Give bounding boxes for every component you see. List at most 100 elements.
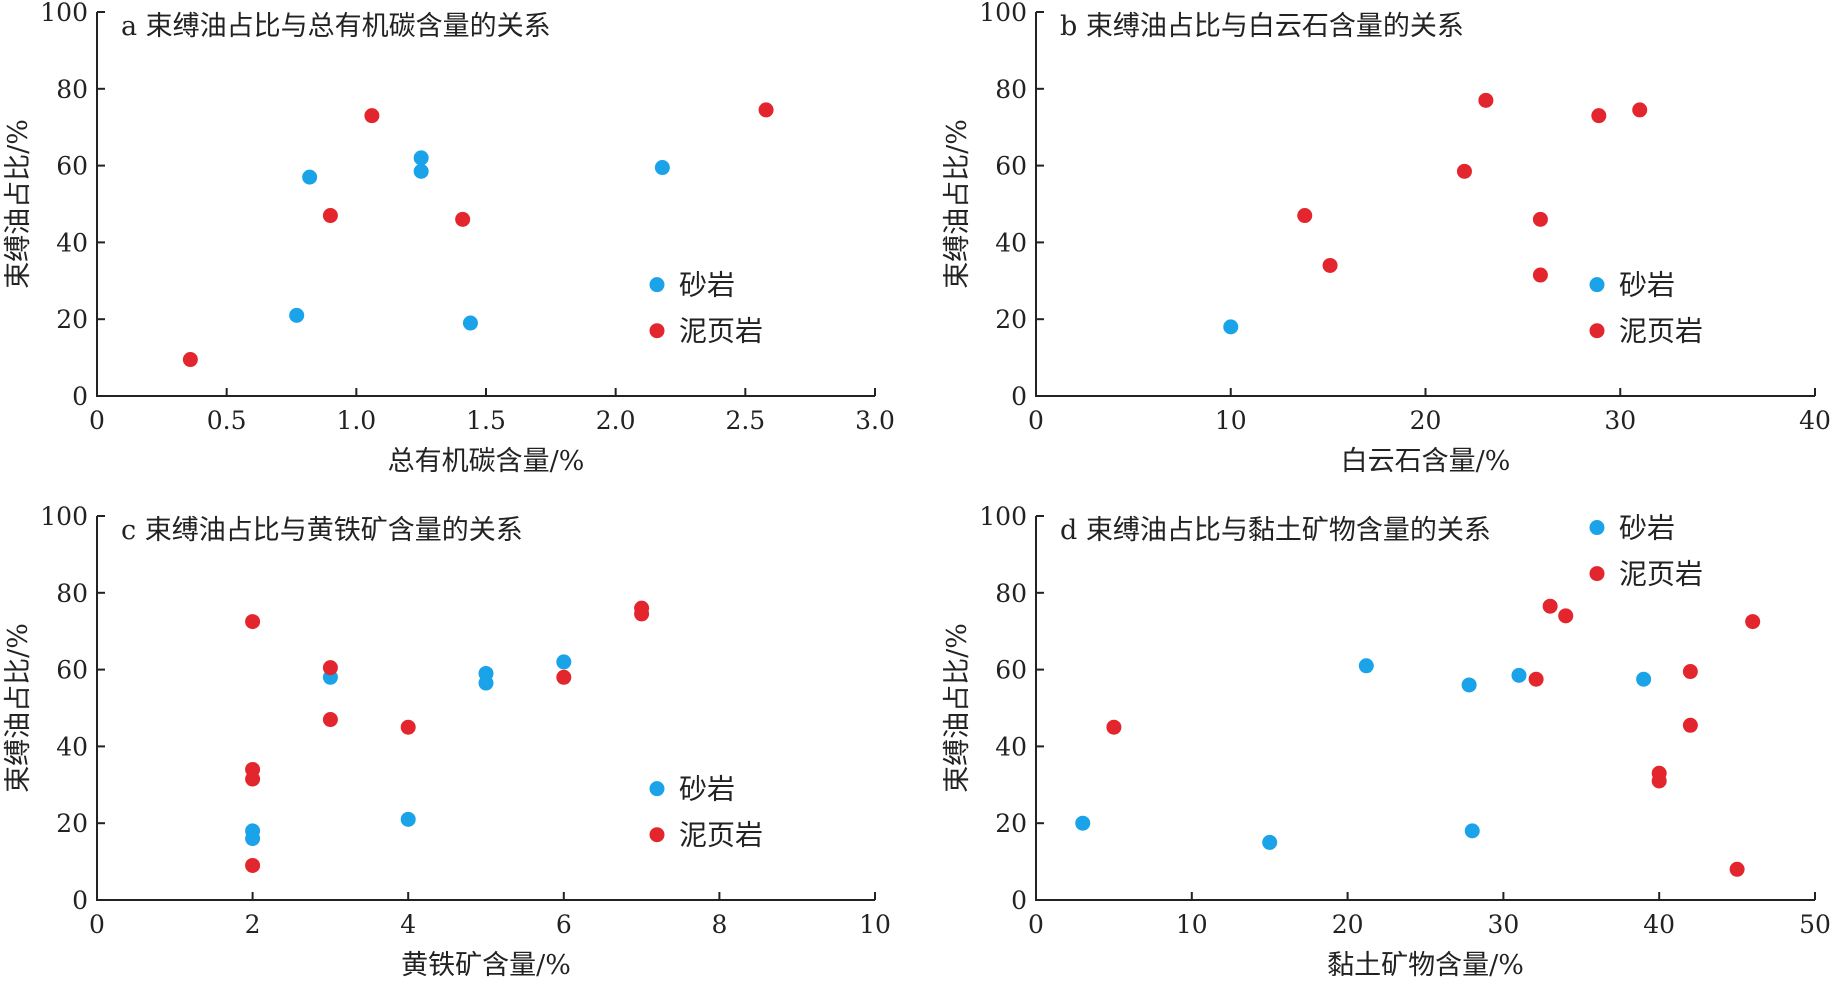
legend-label: 砂岩	[679, 269, 735, 302]
x-tick-label: 30	[1604, 406, 1636, 435]
y-tick-label: 80	[995, 75, 1027, 104]
legend-marker	[1589, 566, 1605, 582]
data-point	[364, 108, 380, 124]
data-point	[289, 307, 305, 323]
data-point	[1558, 608, 1574, 624]
x-tick-label: 20	[1332, 910, 1364, 939]
y-tick-label: 80	[56, 75, 88, 104]
x-tick-label: 0	[1028, 406, 1044, 435]
data-point	[1464, 823, 1480, 839]
data-point	[1532, 211, 1548, 227]
y-axis-label: 束缚油占比/%	[942, 119, 973, 289]
x-tick-label: 20	[1410, 406, 1442, 435]
x-tick-label: 2.0	[596, 406, 636, 435]
data-point	[1682, 664, 1698, 680]
data-point	[1358, 658, 1374, 674]
data-point	[322, 712, 338, 728]
chart-panel-b: 0 10 20 30 40 0 20 40 60 80 100 b 束缚油占比与白云石含量的关系白云石…	[942, 0, 1831, 477]
x-tick-label: 1.0	[336, 406, 376, 435]
data-point	[462, 315, 478, 331]
data-point	[245, 857, 261, 873]
x-tick-label: 30	[1487, 910, 1519, 939]
y-tick-label: 100	[979, 502, 1027, 531]
y-tick-label: 60	[56, 152, 88, 181]
data-point	[1456, 163, 1472, 179]
y-tick-label: 80	[995, 579, 1027, 608]
series-sandstone	[245, 654, 572, 847]
x-tick-label: 1.5	[466, 406, 506, 435]
x-tick-label: 0	[89, 406, 105, 435]
x-tick-label: 0	[89, 910, 105, 939]
x-tick-label: 10	[859, 910, 891, 939]
legend-marker	[649, 827, 665, 843]
legend-label: 泥页岩	[679, 819, 763, 852]
y-tick-label: 40	[995, 228, 1027, 257]
legend-label: 砂岩	[679, 773, 735, 806]
legend-label: 砂岩	[1619, 512, 1675, 545]
data-point	[556, 669, 572, 685]
x-tick-label: 3.0	[855, 406, 895, 435]
data-point	[1511, 667, 1527, 683]
y-axis-label: 束缚油占比/%	[3, 623, 34, 793]
data-point	[1075, 815, 1091, 831]
y-tick-label: 100	[40, 502, 88, 531]
y-tick-label: 0	[1011, 382, 1027, 411]
data-point	[1682, 717, 1698, 733]
data-point	[1461, 677, 1477, 693]
chart-title: b 束缚油占比与白云石含量的关系	[1060, 11, 1464, 42]
chart-panel-a: 0 0.5 1.0 1.5 2.0 2.5 3.0 0 20 40 60 80 100 a 束缚油占比与总…	[3, 0, 895, 477]
y-tick-label: 40	[56, 732, 88, 761]
legend-marker	[1589, 323, 1605, 339]
data-point	[478, 675, 494, 691]
chart-panel-d: 0 10 20 30 40 50 0 20 40 60 80 100 d 束缚油占比与黏土矿物含量的关系…	[942, 502, 1831, 981]
data-point	[1223, 319, 1239, 335]
legend-marker	[649, 277, 665, 293]
legend-label: 泥页岩	[679, 315, 763, 348]
x-axis-label: 白云石含量/%	[1341, 446, 1511, 477]
legend-marker	[1589, 277, 1605, 293]
x-tick-label: 0.5	[207, 406, 247, 435]
x-tick-label: 40	[1643, 910, 1675, 939]
y-tick-label: 60	[995, 152, 1027, 181]
y-axis-label: 束缚油占比/%	[3, 119, 34, 289]
data-point	[455, 211, 471, 227]
x-axis-label: 黏土矿物含量/%	[1327, 950, 1524, 981]
x-tick-label: 10	[1176, 910, 1208, 939]
data-point	[634, 606, 650, 622]
series-sandstone	[1075, 658, 1652, 850]
data-point	[1636, 671, 1652, 687]
y-tick-label: 0	[72, 886, 88, 915]
y-tick-label: 100	[40, 0, 88, 27]
data-point	[400, 719, 416, 735]
data-point	[245, 614, 261, 630]
x-tick-label: 50	[1799, 910, 1831, 939]
data-point	[1651, 773, 1667, 789]
data-point	[1632, 102, 1648, 118]
y-tick-label: 0	[1011, 886, 1027, 915]
data-point	[654, 160, 670, 176]
data-point	[1745, 614, 1761, 630]
y-tick-label: 40	[995, 732, 1027, 761]
series-shale	[182, 102, 774, 368]
data-point	[1542, 598, 1558, 614]
x-tick-label: 6	[556, 910, 572, 939]
chart-title: a 束缚油占比与总有机碳含量的关系	[121, 11, 551, 42]
legend-marker	[649, 323, 665, 339]
series-sandstone	[1223, 319, 1239, 335]
y-tick-label: 60	[56, 656, 88, 685]
legend-label: 砂岩	[1619, 269, 1675, 302]
data-point	[413, 150, 429, 166]
data-point	[1262, 834, 1278, 850]
y-tick-label: 100	[979, 0, 1027, 27]
x-tick-label: 40	[1799, 406, 1831, 435]
y-axis-label: 束缚油占比/%	[942, 623, 973, 793]
y-tick-label: 20	[56, 305, 88, 334]
x-tick-label: 2.5	[725, 406, 765, 435]
legend-label: 泥页岩	[1619, 558, 1703, 591]
y-tick-label: 20	[56, 809, 88, 838]
data-point	[245, 831, 261, 847]
